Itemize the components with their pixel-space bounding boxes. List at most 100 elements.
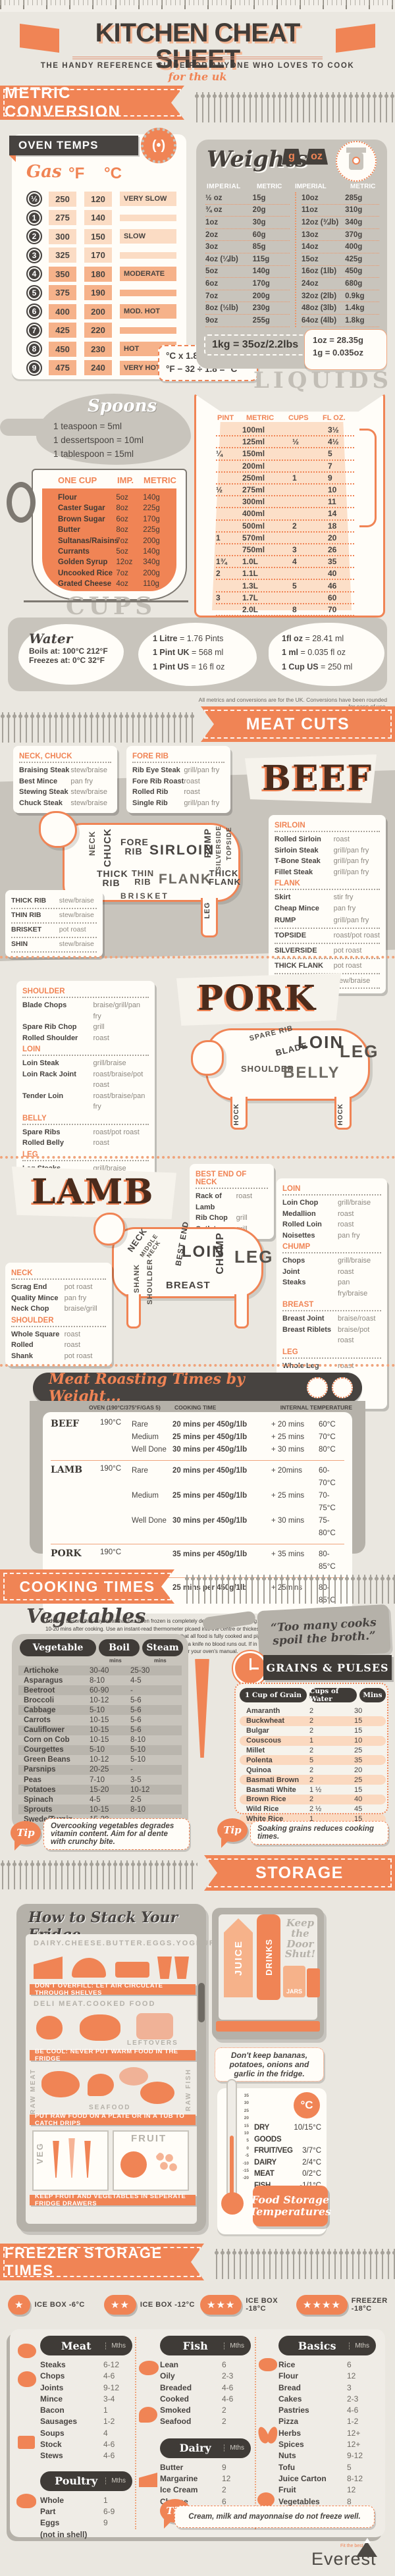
ham-icon (36, 2016, 63, 2039)
freezer-row: Ice Cream 2 (160, 2485, 226, 2495)
star-icons: ★ (8, 2295, 31, 2315)
vegetable-row: Green Beans 10-12 5-10 (24, 1756, 146, 1764)
liquids-col-cups: CUPS (288, 414, 309, 422)
steak-icon (41, 2071, 80, 2097)
storage-temp-row: FRUIT/VEG 3/7°C (254, 2147, 321, 2155)
cup-row: Golden Syrup 12oz 340g (58, 558, 160, 567)
butter-dish-icon (72, 1958, 106, 1978)
weight-row: 6oz 170g (205, 278, 290, 290)
cut-label: BELLY (283, 1064, 340, 1082)
shelf3-icons (41, 2066, 180, 2109)
cups-col-onecup: ONE CUP (58, 475, 97, 485)
vegetable-row: Peas 7-10 3-5 (24, 1775, 142, 1784)
freezer-row: Pizza 1-2 (278, 2417, 359, 2427)
roasting-line: Well Done 30 mins per 450g/1lb + 30 mins 75… (132, 1517, 336, 1537)
freezer-row: Steaks 6-12 (40, 2360, 120, 2369)
veg-col-steam: Steam (142, 1639, 183, 1656)
stock-pot-icon (18, 2436, 35, 2449)
shelf2-icons (34, 2011, 189, 2045)
freezer-row: Flour 12 (278, 2371, 356, 2381)
freezer-row: Eggs 9 (40, 2518, 108, 2528)
gas-mark-badge: 1 (26, 209, 42, 226)
cut-row: Rack of Lamb roast (196, 1192, 253, 1211)
cut-row: Rolled Rib roast (132, 788, 200, 796)
cut-rows: Breast Joint braise/roast Breast Riblets br… (282, 1313, 381, 1346)
cup-row: Butter 8oz 225g (58, 526, 160, 535)
group-title: SHOULDER (11, 1317, 106, 1327)
beef-title-banner (245, 754, 377, 803)
weight-row: 1oz 30g (205, 217, 290, 229)
apple-icon (120, 2151, 147, 2178)
star-ratings-row: ★ ICE BOX -6°C ★★ ICE BOX -12°C ★★★ ICE … (8, 2295, 388, 2315)
weight-row: 2oz 60g (205, 229, 290, 242)
jug-handle (359, 429, 377, 527)
oven-col-f: °F (68, 165, 85, 182)
freezer-poultry-rows: Whole 1 Part 6-9 Eggs 9 (not in shell) (40, 2495, 132, 2540)
oven-temp-row: 1 275 140 (26, 209, 176, 228)
freezer-row: Lean 6 (160, 2360, 226, 2369)
gas-mark-badge: 4 (26, 266, 42, 282)
cut-row: Cheap Mince pan fry (275, 904, 356, 912)
freezer-row: Breaded 4-6 (160, 2382, 234, 2392)
cut-row: Neck Chop braise/grill (11, 1305, 97, 1313)
cups-col-imp: IMP. (117, 475, 134, 485)
lamb-right-panel: LOIN Loin Chop grill/braise Medallion roast… (276, 1178, 387, 1409)
freezes-label: Freezes at: (29, 656, 70, 665)
freezer-row: Oily 2-3 (160, 2371, 234, 2381)
weight-row: 10oz 285g (302, 192, 379, 205)
yoghurt-pot-icon (157, 1957, 172, 1979)
measuring-cup: ONE CUP IMP. METRIC Flour 5oz 140g Caster S… (7, 469, 187, 600)
fridge-banner3: PUT RAW FOOD ON A PLATE OR IN A TUB TO C… (30, 2113, 196, 2127)
weights-col-metric-right: METRIC (350, 183, 376, 190)
freezer-basics-header: Basics Mths (278, 2336, 376, 2355)
oven-col-c: °C (104, 165, 122, 182)
measuring-jug: PINT METRIC CUPS FL OZ. 100ml 3½ 125ml ½… (194, 394, 385, 618)
cut-label: FLANK (159, 872, 213, 887)
lamb-title-banner (12, 1167, 176, 1219)
cups-table: Flour 5oz 140g Caster Sugar 8oz 225g Brown Sug… (58, 492, 170, 590)
ribbon-tail-right (336, 24, 375, 53)
grain-row: Buckwheat 2 15 (240, 1716, 386, 1726)
oven-temp-row: 8 450 230 HOT (26, 340, 176, 359)
water-title: Water (29, 631, 73, 646)
cut-row: Loin Rack Joint roast/braise/pot roast (22, 1070, 144, 1090)
grain-row: Millet 2 25 (246, 1747, 363, 1754)
vegetable-row: Parsnips 20-25- (18, 1764, 182, 1775)
cut-row: Loin Chop grill/braise (282, 1199, 371, 1207)
oven-temp-row: 7 425 220 (26, 321, 176, 340)
weights-col-metric-left: METRIC (257, 183, 282, 190)
cut-label: LEG (340, 1041, 379, 1061)
cup-row: Caster Sugar 8oz 225g (58, 504, 160, 513)
oven-temp-row: 6 400 200 MOD. HOT (26, 302, 176, 321)
fish-icon (119, 2067, 148, 2086)
tip-bubble: Tip (217, 1818, 248, 1848)
oven-temp-row: 4 350 180 MODERATE (26, 265, 176, 284)
group-title: LOIN (282, 1185, 381, 1196)
freezer-row: Vegetables 8 (278, 2496, 352, 2506)
shrimp-icon (88, 2074, 114, 2096)
oven-dial-icon: (•) (141, 128, 176, 163)
oven-col-gas: Gas (26, 162, 62, 182)
weight-row: 5oz 140g (205, 266, 290, 278)
cut-row: Best Mince pan fry (19, 777, 93, 785)
vegetable-row: Courgettes 5-10 5-10 (18, 1745, 182, 1755)
freezer-row: Nuts 9-12 (278, 2451, 363, 2461)
freezer-row: Soups 4 (40, 2428, 108, 2438)
storage-temp-row: MEAT 0/2°C (254, 2170, 321, 2178)
liquids-title: LIQUIDS (253, 367, 393, 394)
oven-temps-table: ½ 250 120 VERY SLOW 1 275 140 2 300 150 … (26, 190, 176, 377)
jar-icon: JARS (283, 1966, 305, 1997)
cut-row: Loin Steak grill/braise (22, 1059, 126, 1067)
carrot-icon (68, 2138, 75, 2178)
cow-leg (201, 898, 218, 937)
jars-label: JARS (286, 1988, 302, 1995)
freezer-row: Smoked 2 (160, 2405, 226, 2415)
section-divider (0, 1364, 395, 1367)
cut-label: LEG (234, 1247, 274, 1267)
juice-label: JUICE (232, 1939, 244, 1976)
raw-meat-label: RAW MEAT (30, 2068, 37, 2115)
beef-neck-chuck-callout: NECK, CHUCK Braising Steak stew/braise Bes… (13, 746, 117, 813)
cut-row: Joint roast (282, 1267, 354, 1276)
col-oven: OVEN (190°C/375°F/GAS 5) (89, 1404, 161, 1411)
